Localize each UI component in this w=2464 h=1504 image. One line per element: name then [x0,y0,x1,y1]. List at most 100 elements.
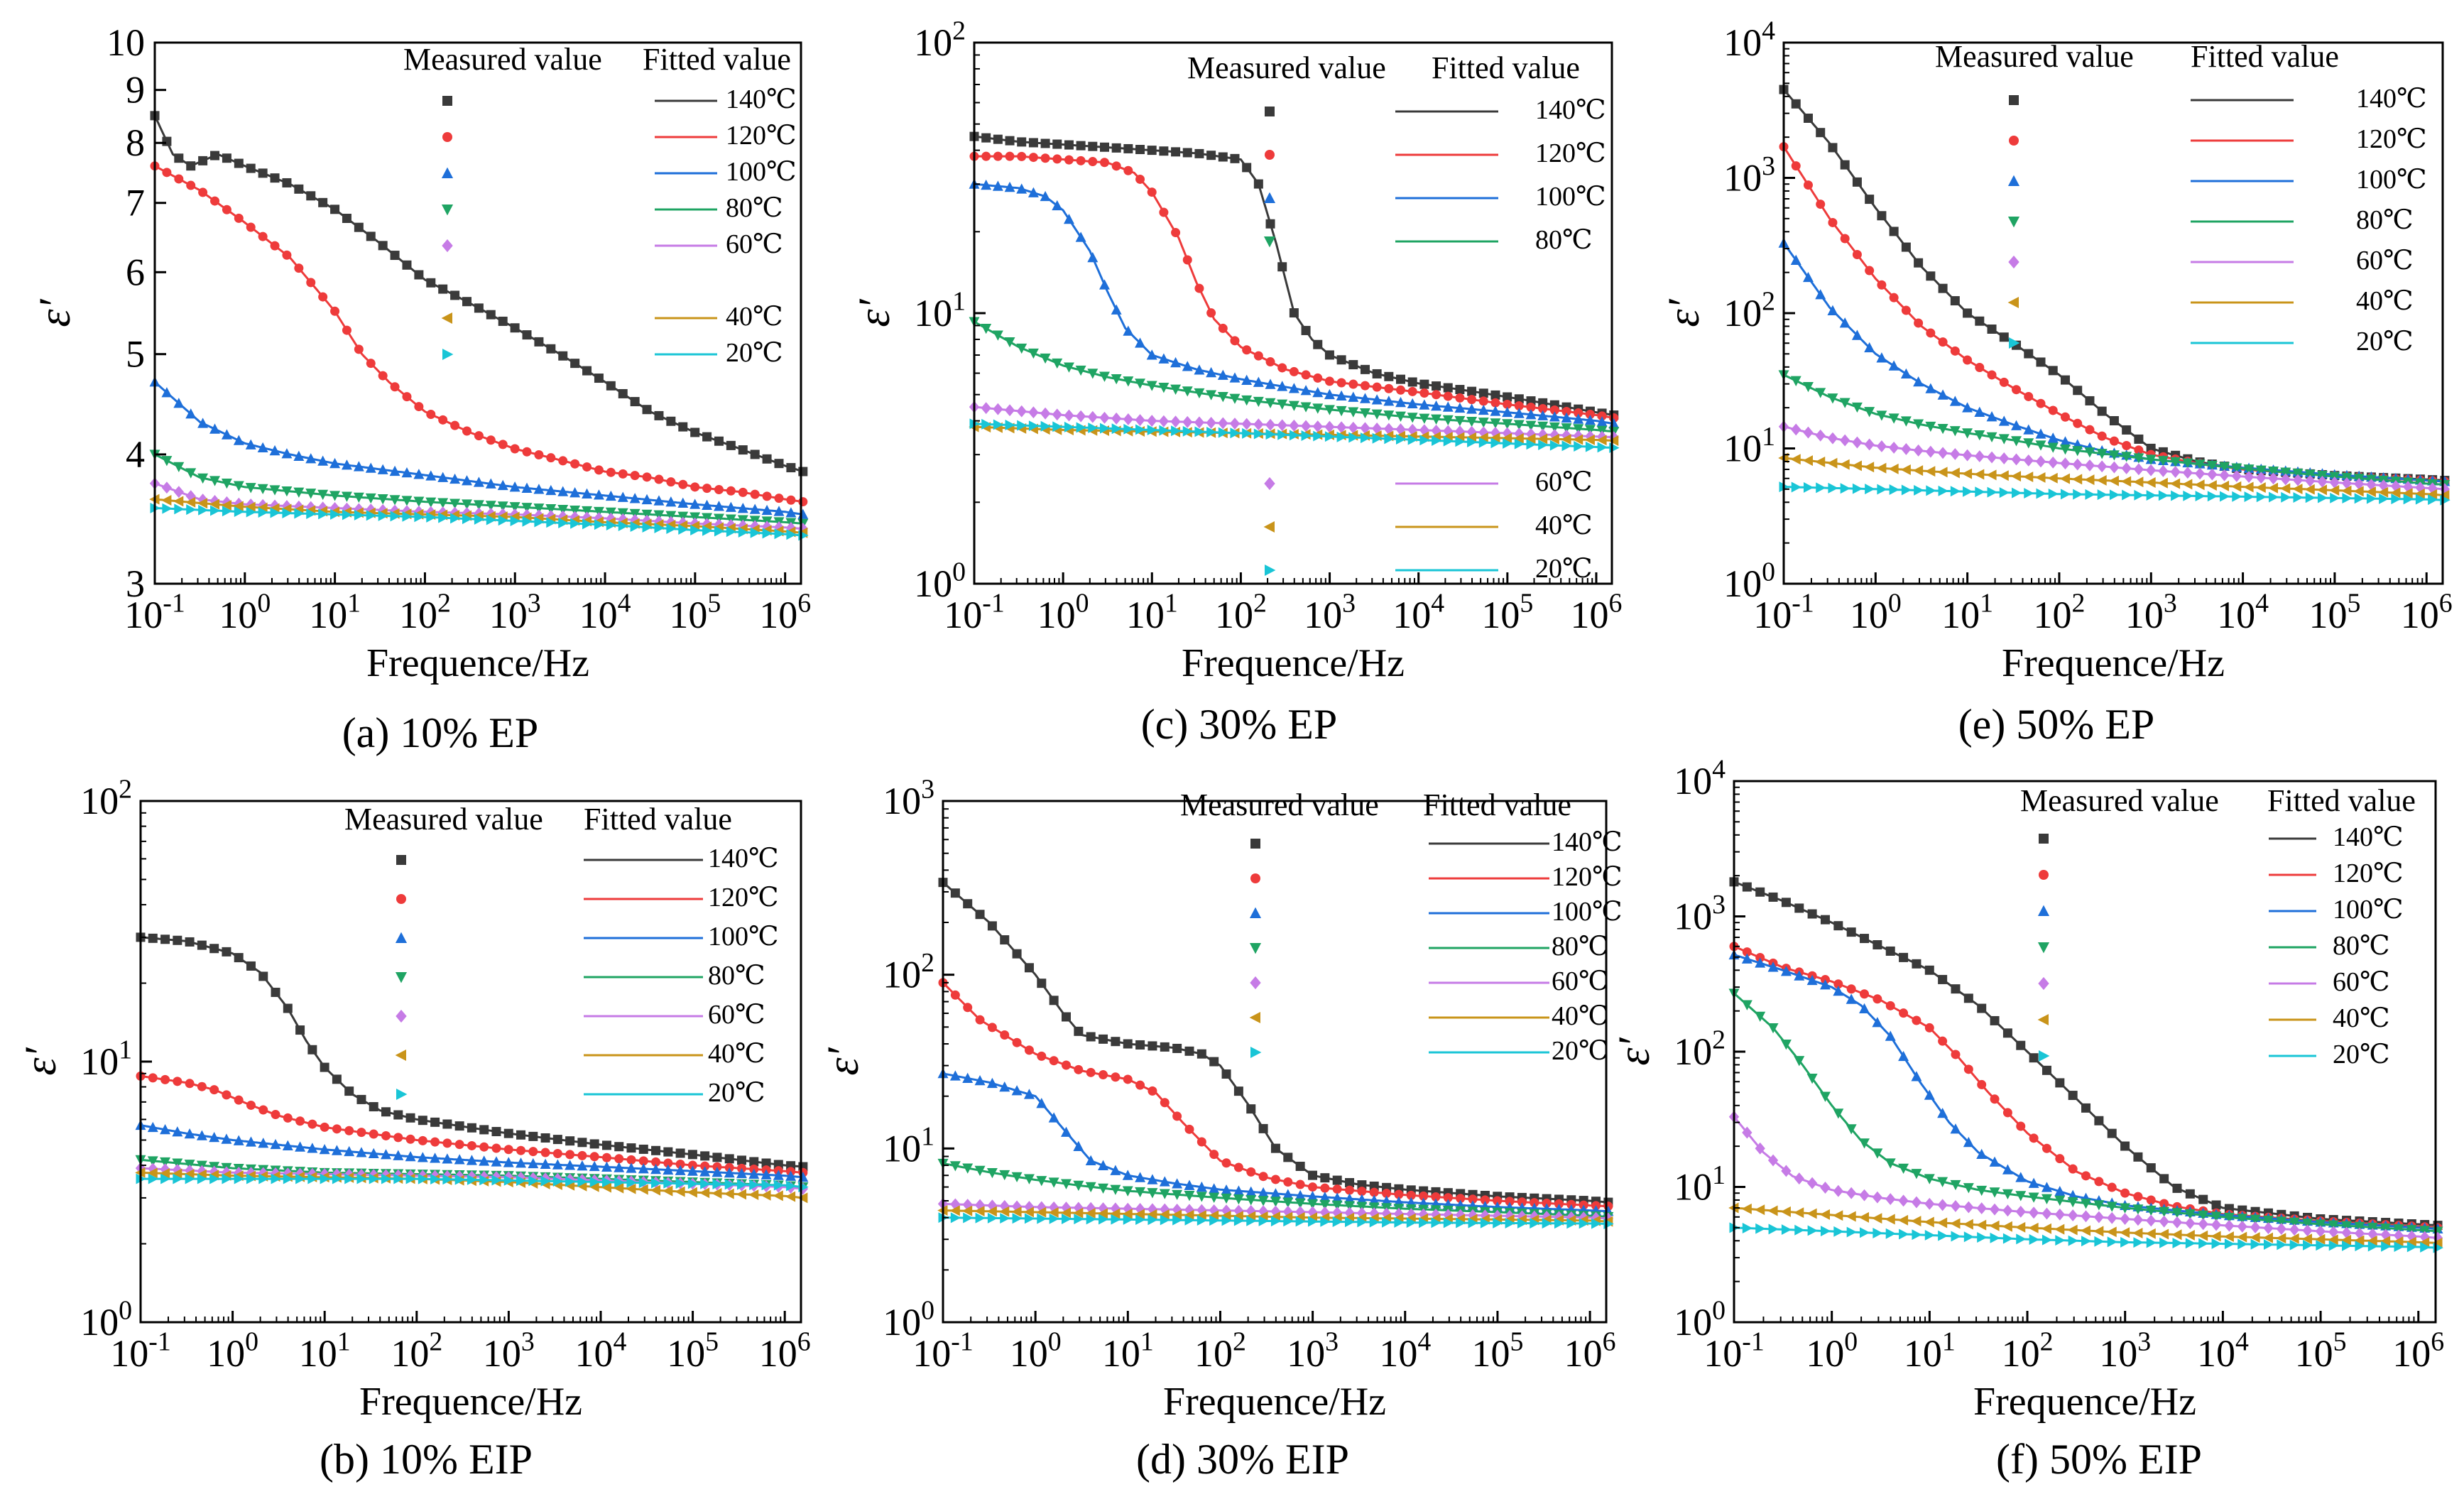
data-point [390,511,400,522]
y-tick-label: 7 [126,182,145,224]
data-point [1230,153,1240,163]
data-point [197,940,207,950]
data-point [282,1140,293,1150]
data-point [1184,1046,1194,1056]
legend-marker [395,972,408,983]
data-point [1229,418,1241,430]
x-tick-label: 102 [1215,588,1267,636]
data-point [2054,1224,2065,1235]
data-point [510,323,520,333]
data-point [1466,416,1478,427]
data-point [546,453,556,463]
data-point [1864,342,1875,353]
data-point [1526,439,1537,450]
data-point [1897,1214,1909,1226]
data-point [1016,405,1027,418]
data-point [1384,371,1394,381]
data-point [1820,1226,1831,1237]
data-point [601,1140,611,1150]
data-point [1901,442,1912,455]
data-point [2073,489,2083,500]
data-point [271,1110,280,1120]
data-point [1858,1211,1870,1223]
data-point [1986,451,1997,464]
data-point [1382,1189,1392,1199]
data-point [545,484,557,496]
data-point [2328,1226,2339,1238]
data-point [1074,1026,1084,1036]
data-point [161,456,173,467]
data-point [2237,1238,2248,1250]
data-point [2378,479,2389,492]
data-point [1049,1056,1059,1066]
data-point [442,1174,453,1185]
data-point [761,504,773,516]
data-point [1537,421,1549,432]
data-point [1270,1175,1280,1184]
data-point [1294,1198,1306,1209]
data-point [593,506,604,518]
data-point [1277,262,1287,272]
data-point [454,1140,464,1150]
data-point [450,513,461,524]
data-point [1925,383,1936,393]
data-point [545,504,557,515]
data-point [1147,1041,1157,1051]
legend-title-measured: Measured value [1180,788,1379,822]
data-point [2035,440,2046,451]
legend-label: 100℃ [726,157,797,187]
data-point [162,168,172,178]
data-point [1790,376,1801,386]
data-point [1357,1180,1367,1190]
data-point [1086,1067,1096,1077]
data-point [1803,271,1814,283]
data-point [1467,436,1478,447]
data-point [356,1094,366,1104]
data-point [2354,493,2365,504]
legend-label: 20℃ [2333,1040,2390,1069]
data-point [1833,985,1844,996]
data-point [1885,1030,1896,1041]
series-a-1 [150,111,808,476]
data-point [2028,1192,2039,1203]
data-point [503,1145,513,1155]
data-point [222,153,231,163]
data-point [1075,365,1086,376]
legend-marker [2009,136,2019,146]
data-point [1159,425,1170,436]
data-point [1372,382,1382,392]
data-point [2012,385,2022,395]
data-point [449,473,461,484]
data-point [209,476,220,486]
data-point [381,1149,391,1160]
data-point [2223,1212,2235,1224]
data-point [2159,1215,2169,1228]
data-point [2219,462,2230,473]
data-point [1815,289,1826,300]
legend-marker [1265,150,1275,160]
data-point [2207,491,2218,502]
legend-label: 60℃ [1552,966,1609,996]
data-point [305,453,317,464]
data-point [1217,369,1228,380]
data-point [594,465,604,475]
data-point [1332,1206,1343,1219]
data-point [377,494,388,505]
data-point [1839,398,1850,408]
data-point [369,1173,380,1184]
data-point [1596,430,1608,443]
data-point [2068,1209,2078,1221]
x-tick-label: 100 [1806,1326,1858,1375]
data-point [1171,147,1181,157]
data-point [761,1189,771,1201]
data-point [1312,386,1324,398]
data-point [1937,423,1948,435]
data-point [258,1138,269,1148]
data-point [1087,410,1098,423]
data-point [1052,200,1063,211]
data-point [1924,1197,1935,1210]
data-point [1846,984,1856,994]
data-point [1221,1069,1231,1079]
data-point [1158,415,1170,427]
data-point [1815,429,1826,442]
